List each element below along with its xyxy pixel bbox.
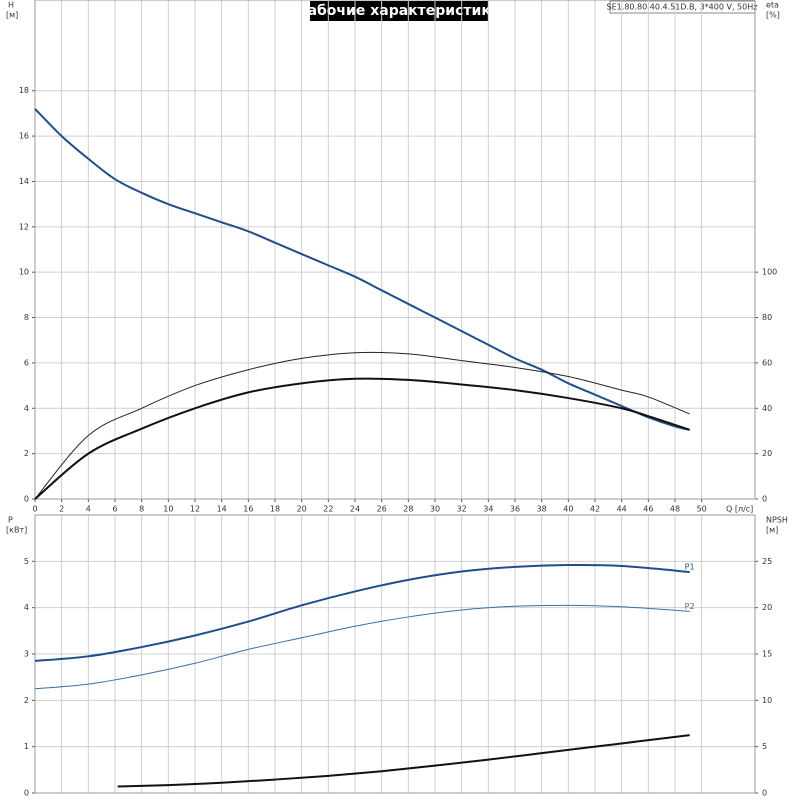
x-tick-label: 26 xyxy=(377,505,387,514)
y2-tick-label: 20 xyxy=(762,449,772,458)
x-tick-label: 42 xyxy=(590,505,600,514)
curve xyxy=(117,734,690,788)
x-tick-label: 24 xyxy=(350,505,360,514)
x-tick-label: 38 xyxy=(537,505,547,514)
y2-tick-label: 0 xyxy=(762,789,767,798)
y-tick-label: 1 xyxy=(24,742,29,751)
y-tick-label: 16 xyxy=(19,132,29,141)
x-tick-label: 50 xyxy=(697,505,707,514)
y-tick-label: 12 xyxy=(19,222,29,231)
y2-tick-label: 100 xyxy=(762,268,777,277)
curve xyxy=(34,604,690,690)
plot-frame xyxy=(34,514,756,794)
y2-tick-label: 40 xyxy=(762,404,772,413)
x-tick-label: 28 xyxy=(403,505,413,514)
series-label: P2 xyxy=(685,602,695,611)
x-tick-label: 2 xyxy=(59,505,64,514)
x-tick-label: 8 xyxy=(139,505,144,514)
y-tick-label: 2 xyxy=(24,696,29,705)
chart-subtitle: SE1.80.80.40.4.51D.B, 3*400 V, 50Hz xyxy=(607,3,758,12)
x-tick-label: 6 xyxy=(112,505,117,514)
y-tick-label: 2 xyxy=(24,449,29,458)
y2-tick-label: 0 xyxy=(762,495,767,504)
y-tick-label: 8 xyxy=(24,313,29,322)
x-tick-label: 48 xyxy=(670,505,680,514)
x-tick-label: 16 xyxy=(243,505,253,514)
x-tick-label: 32 xyxy=(457,505,467,514)
y2-tick-label: 20 xyxy=(762,603,772,612)
y2-tick-label: 60 xyxy=(762,358,772,367)
curve xyxy=(34,108,690,431)
x-tick-label: 36 xyxy=(510,505,520,514)
x-tick-label: 14 xyxy=(217,505,227,514)
x-tick-label: 34 xyxy=(483,505,493,514)
y-tick-label: 6 xyxy=(24,358,29,367)
y-axis-label: P xyxy=(8,516,13,525)
series-label: P1 xyxy=(685,562,695,571)
x-tick-label: 20 xyxy=(297,505,307,514)
plot-frame xyxy=(34,0,756,500)
y-tick-label: 10 xyxy=(19,268,29,277)
y-axis-label: H xyxy=(8,1,14,10)
y2-tick-label: 15 xyxy=(762,650,772,659)
y-axis-unit: [м] xyxy=(6,11,18,20)
x-tick-label: 46 xyxy=(643,505,653,514)
x-tick-label: 12 xyxy=(190,505,200,514)
y-axis-unit: [кВт] xyxy=(6,526,27,535)
y-tick-label: 0 xyxy=(24,789,29,798)
y2-tick-label: 25 xyxy=(762,557,772,566)
chart-title: Рабочие характеристики xyxy=(297,3,500,19)
curve xyxy=(34,351,690,500)
y2-axis-label: eta xyxy=(766,1,779,10)
x-tick-label: 4 xyxy=(86,505,91,514)
y-tick-label: 4 xyxy=(24,603,29,612)
y-tick-label: 4 xyxy=(24,404,29,413)
x-tick-label: 18 xyxy=(270,505,280,514)
x-tick-label: 30 xyxy=(430,505,440,514)
curve xyxy=(34,563,690,662)
y-tick-label: 3 xyxy=(24,650,29,659)
y2-axis-label: NPSH xyxy=(766,516,788,525)
x-tick-label: 40 xyxy=(563,505,573,514)
y-tick-label: 0 xyxy=(24,495,29,504)
x-tick-label: 0 xyxy=(32,505,37,514)
y-tick-label: 14 xyxy=(19,177,29,186)
y2-axis-unit: [м] xyxy=(766,526,778,535)
x-tick-label: 10 xyxy=(163,505,173,514)
x-tick-label: 22 xyxy=(323,505,333,514)
x-tick-label: 44 xyxy=(617,505,627,514)
curve xyxy=(34,377,690,500)
y2-axis-unit: [%] xyxy=(766,11,780,20)
x-axis-label: Q [л/с] xyxy=(726,505,753,514)
y-tick-label: 18 xyxy=(19,86,29,95)
y2-tick-label: 10 xyxy=(762,696,772,705)
y2-tick-label: 80 xyxy=(762,313,772,322)
y2-tick-label: 5 xyxy=(762,742,767,751)
y-tick-label: 5 xyxy=(24,557,29,566)
